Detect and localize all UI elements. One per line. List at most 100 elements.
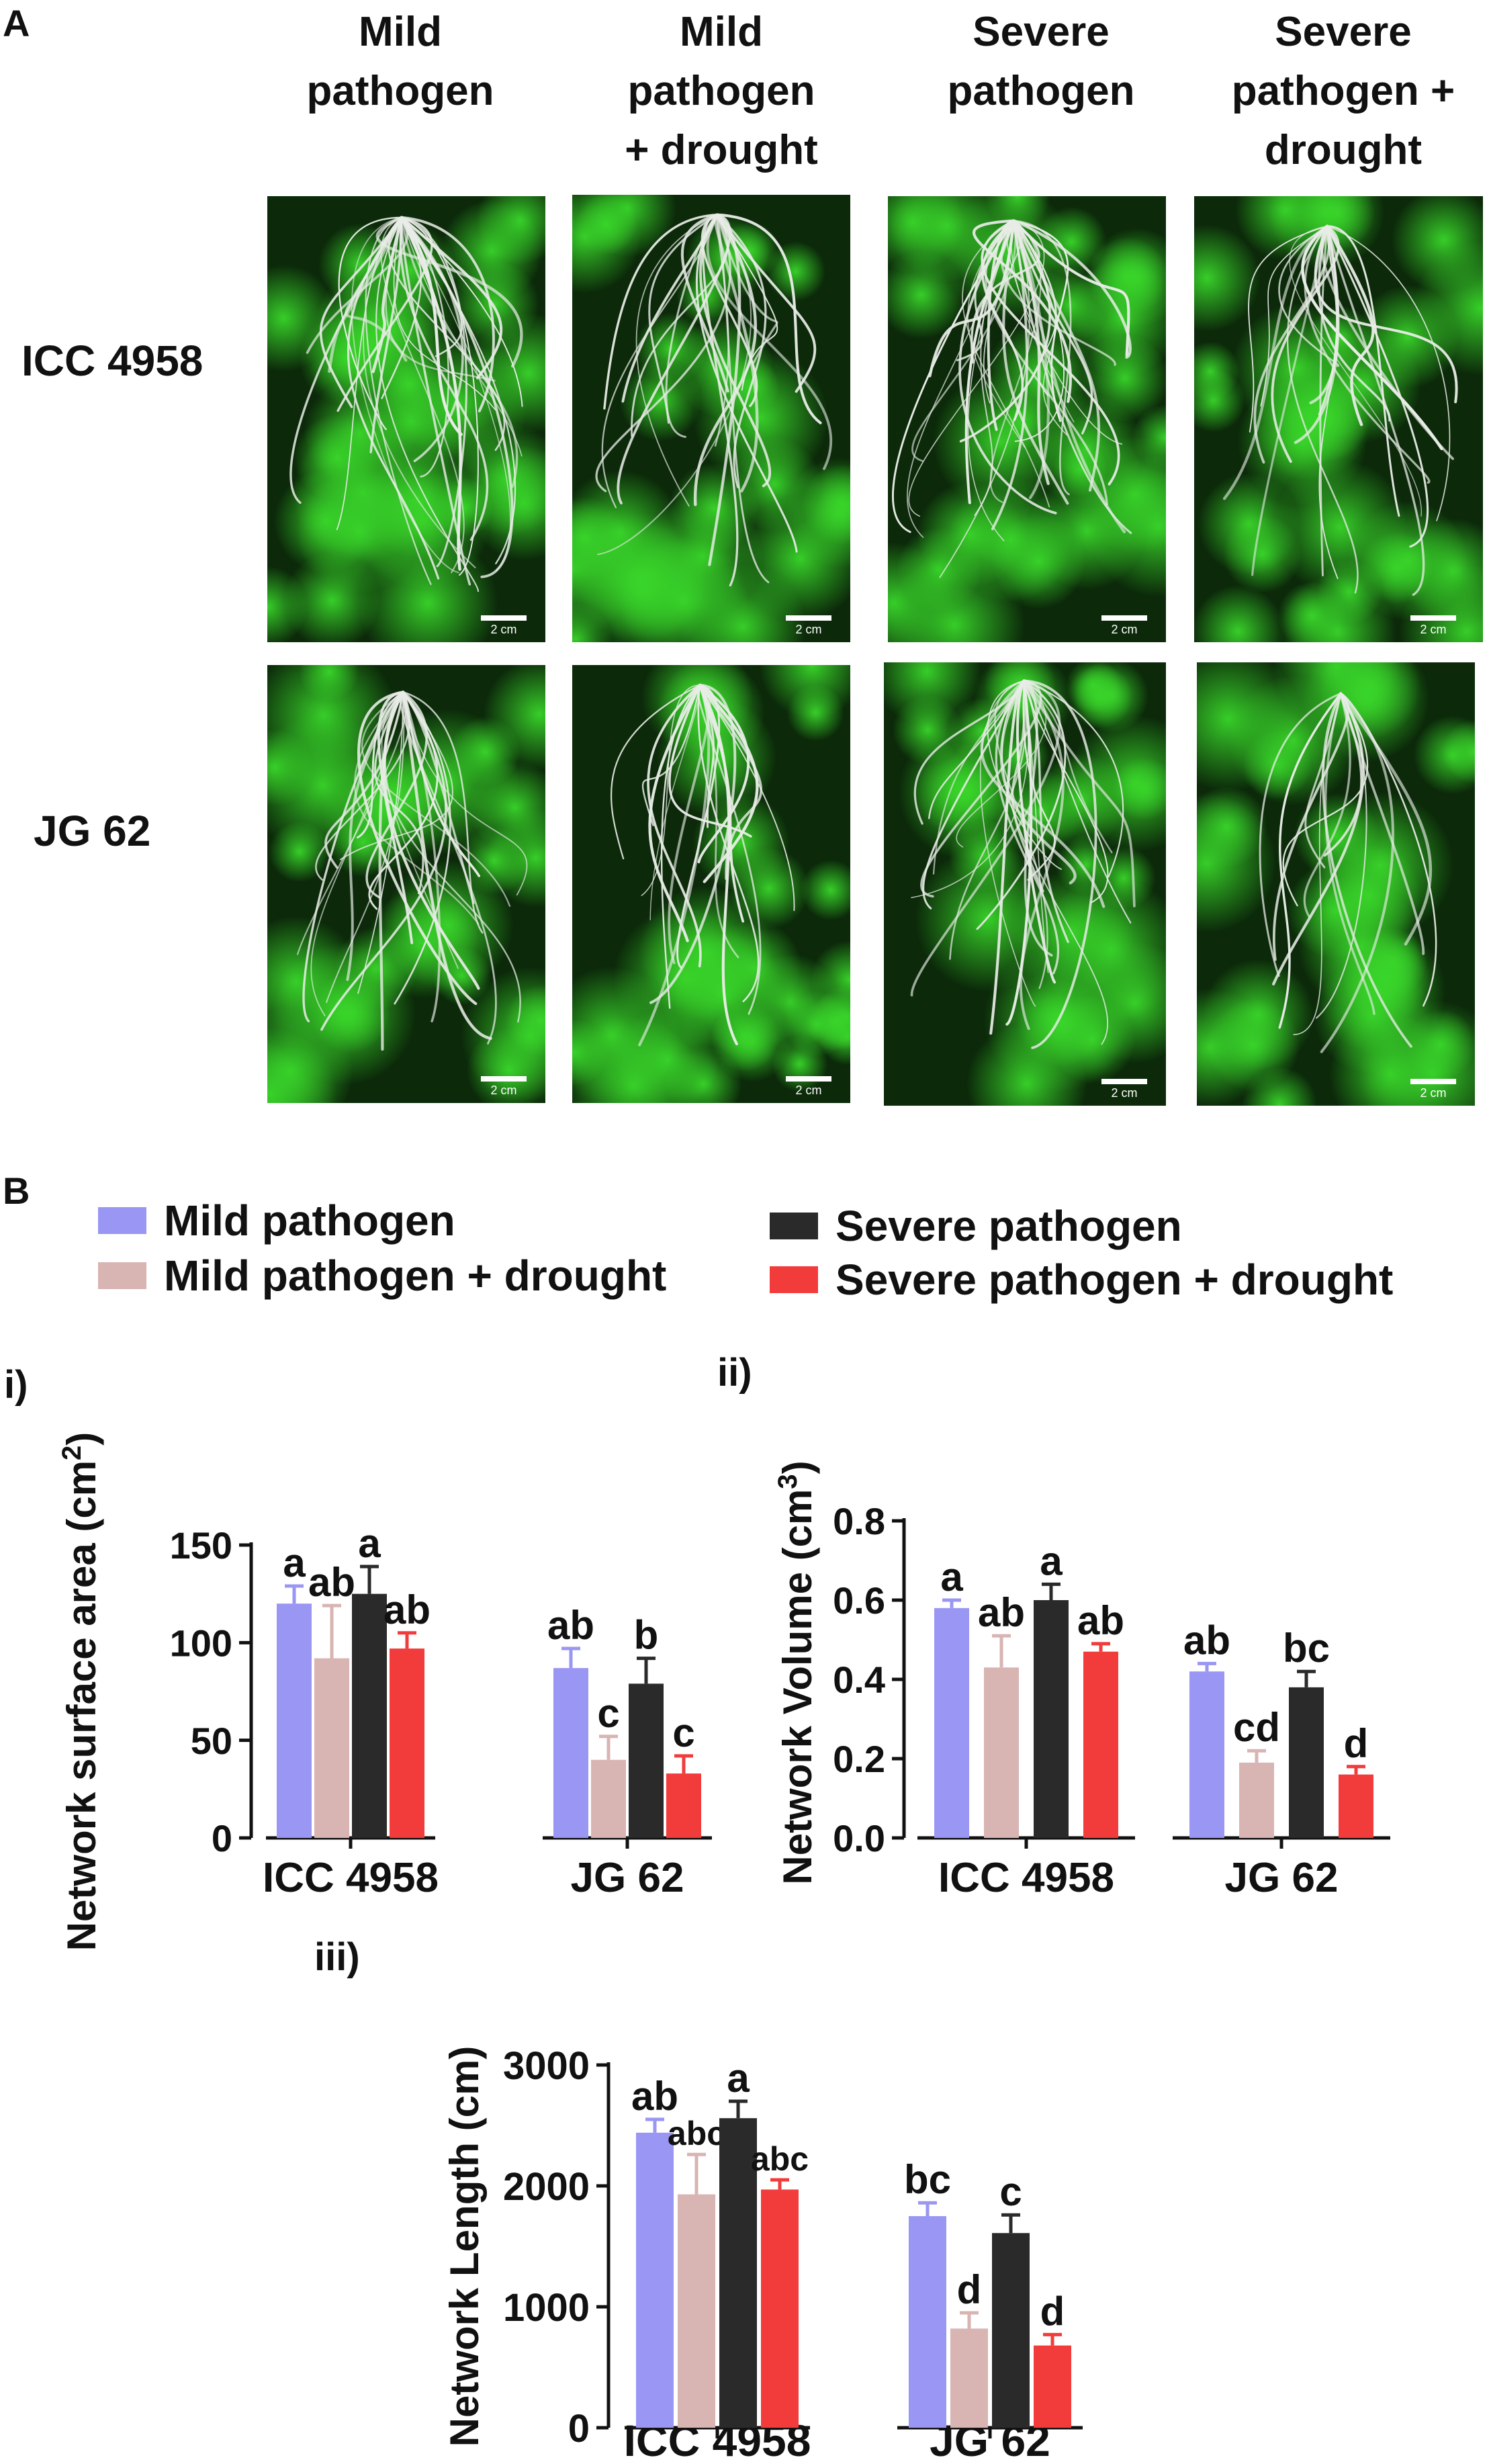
y-axis-label-iii: Network Length (cm) — [442, 2046, 487, 2447]
y-tick-label-ii: 0.0 — [833, 1817, 885, 1859]
significance-label-ii: a — [940, 1554, 963, 1599]
bar-ii-0-0 — [934, 1608, 969, 1838]
root-image-icc-4958-mild-pathogen: 2 cm — [267, 196, 545, 642]
y-tick-label-iii: 3000 — [503, 2044, 590, 2088]
root-image-jg-62-severe-pathogen: 2 cm — [884, 662, 1166, 1106]
bar-iii-1-3 — [1034, 2345, 1071, 2428]
significance-label-iii: ab — [631, 2074, 678, 2119]
legend-swatch-mild-pathogen — [98, 1207, 146, 1234]
bar-i-0-1 — [314, 1658, 349, 1838]
bar-ii-1-3 — [1339, 1774, 1373, 1838]
significance-label-ii: ab — [1183, 1618, 1230, 1663]
y-tick-label-iii: 0 — [568, 2407, 590, 2451]
significance-label-i: ab — [383, 1587, 431, 1632]
bar-iii-0-1 — [678, 2194, 715, 2428]
significance-label-i: c — [597, 1691, 619, 1736]
significance-label-ii: cd — [1233, 1705, 1280, 1750]
legend-label-mild-pathogen-drought: Mild pathogen + drought — [164, 1251, 667, 1300]
significance-label-i: ab — [547, 1603, 594, 1648]
significance-label-iii: a — [727, 2056, 750, 2101]
y-axis-label-i: Network surface area (cm2) — [57, 1432, 104, 1951]
scale-bar-label: 2 cm — [1420, 1086, 1447, 1100]
bar-i-1-0 — [553, 1668, 588, 1838]
root-image-jg-62-mild-pathogen-drought: 2 cm — [572, 665, 850, 1103]
scale-bar-line — [1101, 1079, 1147, 1084]
root-image-jg-62-mild-pathogen: 2 cm — [267, 665, 545, 1103]
significance-label-iii: d — [1040, 2289, 1065, 2334]
significance-label-iii: abc — [668, 2115, 725, 2152]
y-tick-label-i: 150 — [170, 1524, 232, 1567]
scale-bar-label: 2 cm — [1420, 623, 1447, 636]
bar-iii-1-0 — [909, 2216, 946, 2428]
legend-label-severe-pathogen-drought: Severe pathogen + drought — [836, 1256, 1394, 1304]
scale-bar-label: 2 cm — [490, 623, 517, 636]
column-header-mild-pathogen: Mild pathogen — [306, 9, 494, 114]
significance-label-i: a — [283, 1540, 306, 1585]
scale-bar: 2 cm — [782, 615, 836, 637]
scale-bar: 2 cm — [782, 1076, 836, 1098]
panel-b-letter: B — [3, 1170, 30, 1212]
scale-bar-label: 2 cm — [1111, 623, 1138, 636]
bar-i-0-0 — [277, 1603, 312, 1838]
row-label-icc-4958: ICC 4958 — [21, 337, 204, 385]
bar-i-1-1 — [591, 1759, 626, 1838]
y-axis-label-ii: Network Volume (cm3) — [773, 1460, 820, 1884]
significance-label-ii: a — [1040, 1538, 1063, 1583]
significance-label-iii: abc — [751, 2140, 809, 2178]
significance-label-iii: c — [999, 2169, 1022, 2214]
y-tick-label-ii: 0.2 — [833, 1738, 885, 1780]
scale-bar-line — [1101, 615, 1147, 621]
y-tick-label-ii: 0.4 — [833, 1659, 885, 1701]
scale-bar: 2 cm — [1097, 1079, 1151, 1100]
significance-label-ii: d — [1344, 1721, 1369, 1766]
scale-bar-line — [786, 615, 831, 621]
y-tick-label-iii: 1000 — [503, 2286, 590, 2330]
significance-label-i: ab — [308, 1560, 355, 1605]
scale-bar: 2 cm — [1406, 615, 1460, 637]
scale-bar: 2 cm — [1097, 615, 1151, 637]
bar-ii-1-1 — [1239, 1762, 1274, 1838]
scale-bar: 2 cm — [477, 615, 531, 637]
bar-ii-0-2 — [1034, 1600, 1069, 1838]
y-tick-label-i: 50 — [191, 1720, 232, 1762]
x-tick-label-ii: ICC 4958 — [938, 1855, 1114, 1901]
scale-bar-label: 2 cm — [490, 1084, 517, 1097]
bar-ii-1-2 — [1289, 1687, 1324, 1838]
bar-iii-0-0 — [636, 2132, 674, 2428]
scale-bar-line — [1410, 615, 1456, 621]
y-tick-label-i: 100 — [170, 1622, 232, 1664]
bar-i-1-2 — [629, 1683, 664, 1838]
scale-bar-label: 2 cm — [1111, 1086, 1138, 1100]
significance-label-iii: bc — [904, 2157, 951, 2202]
bar-iii-0-2 — [719, 2118, 757, 2428]
column-header-mild-pathogen-drought: Mild pathogen + drought — [625, 9, 818, 173]
scale-bar-label: 2 cm — [795, 623, 822, 636]
significance-label-ii: ab — [1077, 1598, 1124, 1643]
y-tick-label-ii: 0.6 — [833, 1579, 885, 1622]
legend-swatch-mild-pathogen-drought — [98, 1262, 146, 1289]
bar-ii-0-1 — [984, 1667, 1019, 1838]
chart-iii-label: iii) — [314, 1935, 360, 1979]
root-image-icc-4958-severe-pathogen-drought: 2 cm — [1194, 196, 1483, 642]
y-tick-label-iii: 2000 — [503, 2165, 590, 2209]
scale-bar-line — [481, 615, 527, 621]
legend-item-mild-pathogen: Mild pathogen — [98, 1196, 455, 1245]
legend-swatch-severe-pathogen-drought — [770, 1266, 818, 1293]
significance-label-ii: ab — [978, 1590, 1025, 1635]
bar-iii-1-1 — [950, 2328, 988, 2428]
bar-i-0-3 — [390, 1648, 424, 1838]
x-tick-label-ii: JG 62 — [1225, 1855, 1339, 1901]
significance-label-ii: bc — [1283, 1626, 1330, 1671]
root-image-jg-62-severe-pathogen-drought: 2 cm — [1197, 662, 1475, 1106]
significance-label-iii: d — [957, 2267, 982, 2312]
legend-item-severe-pathogen-drought: Severe pathogen + drought — [770, 1255, 1393, 1305]
x-tick-label-i: JG 62 — [571, 1855, 684, 1901]
chart-ii-label: ii) — [717, 1351, 752, 1395]
panel-a-letter: A — [3, 2, 30, 44]
bar-iii-0-3 — [761, 2189, 799, 2428]
scale-bar-line — [786, 1076, 831, 1082]
bar-ii-0-3 — [1083, 1651, 1118, 1838]
column-header-severe-pathogen: Severe pathogen — [947, 9, 1135, 114]
x-tick-label-i: ICC 4958 — [263, 1855, 439, 1901]
